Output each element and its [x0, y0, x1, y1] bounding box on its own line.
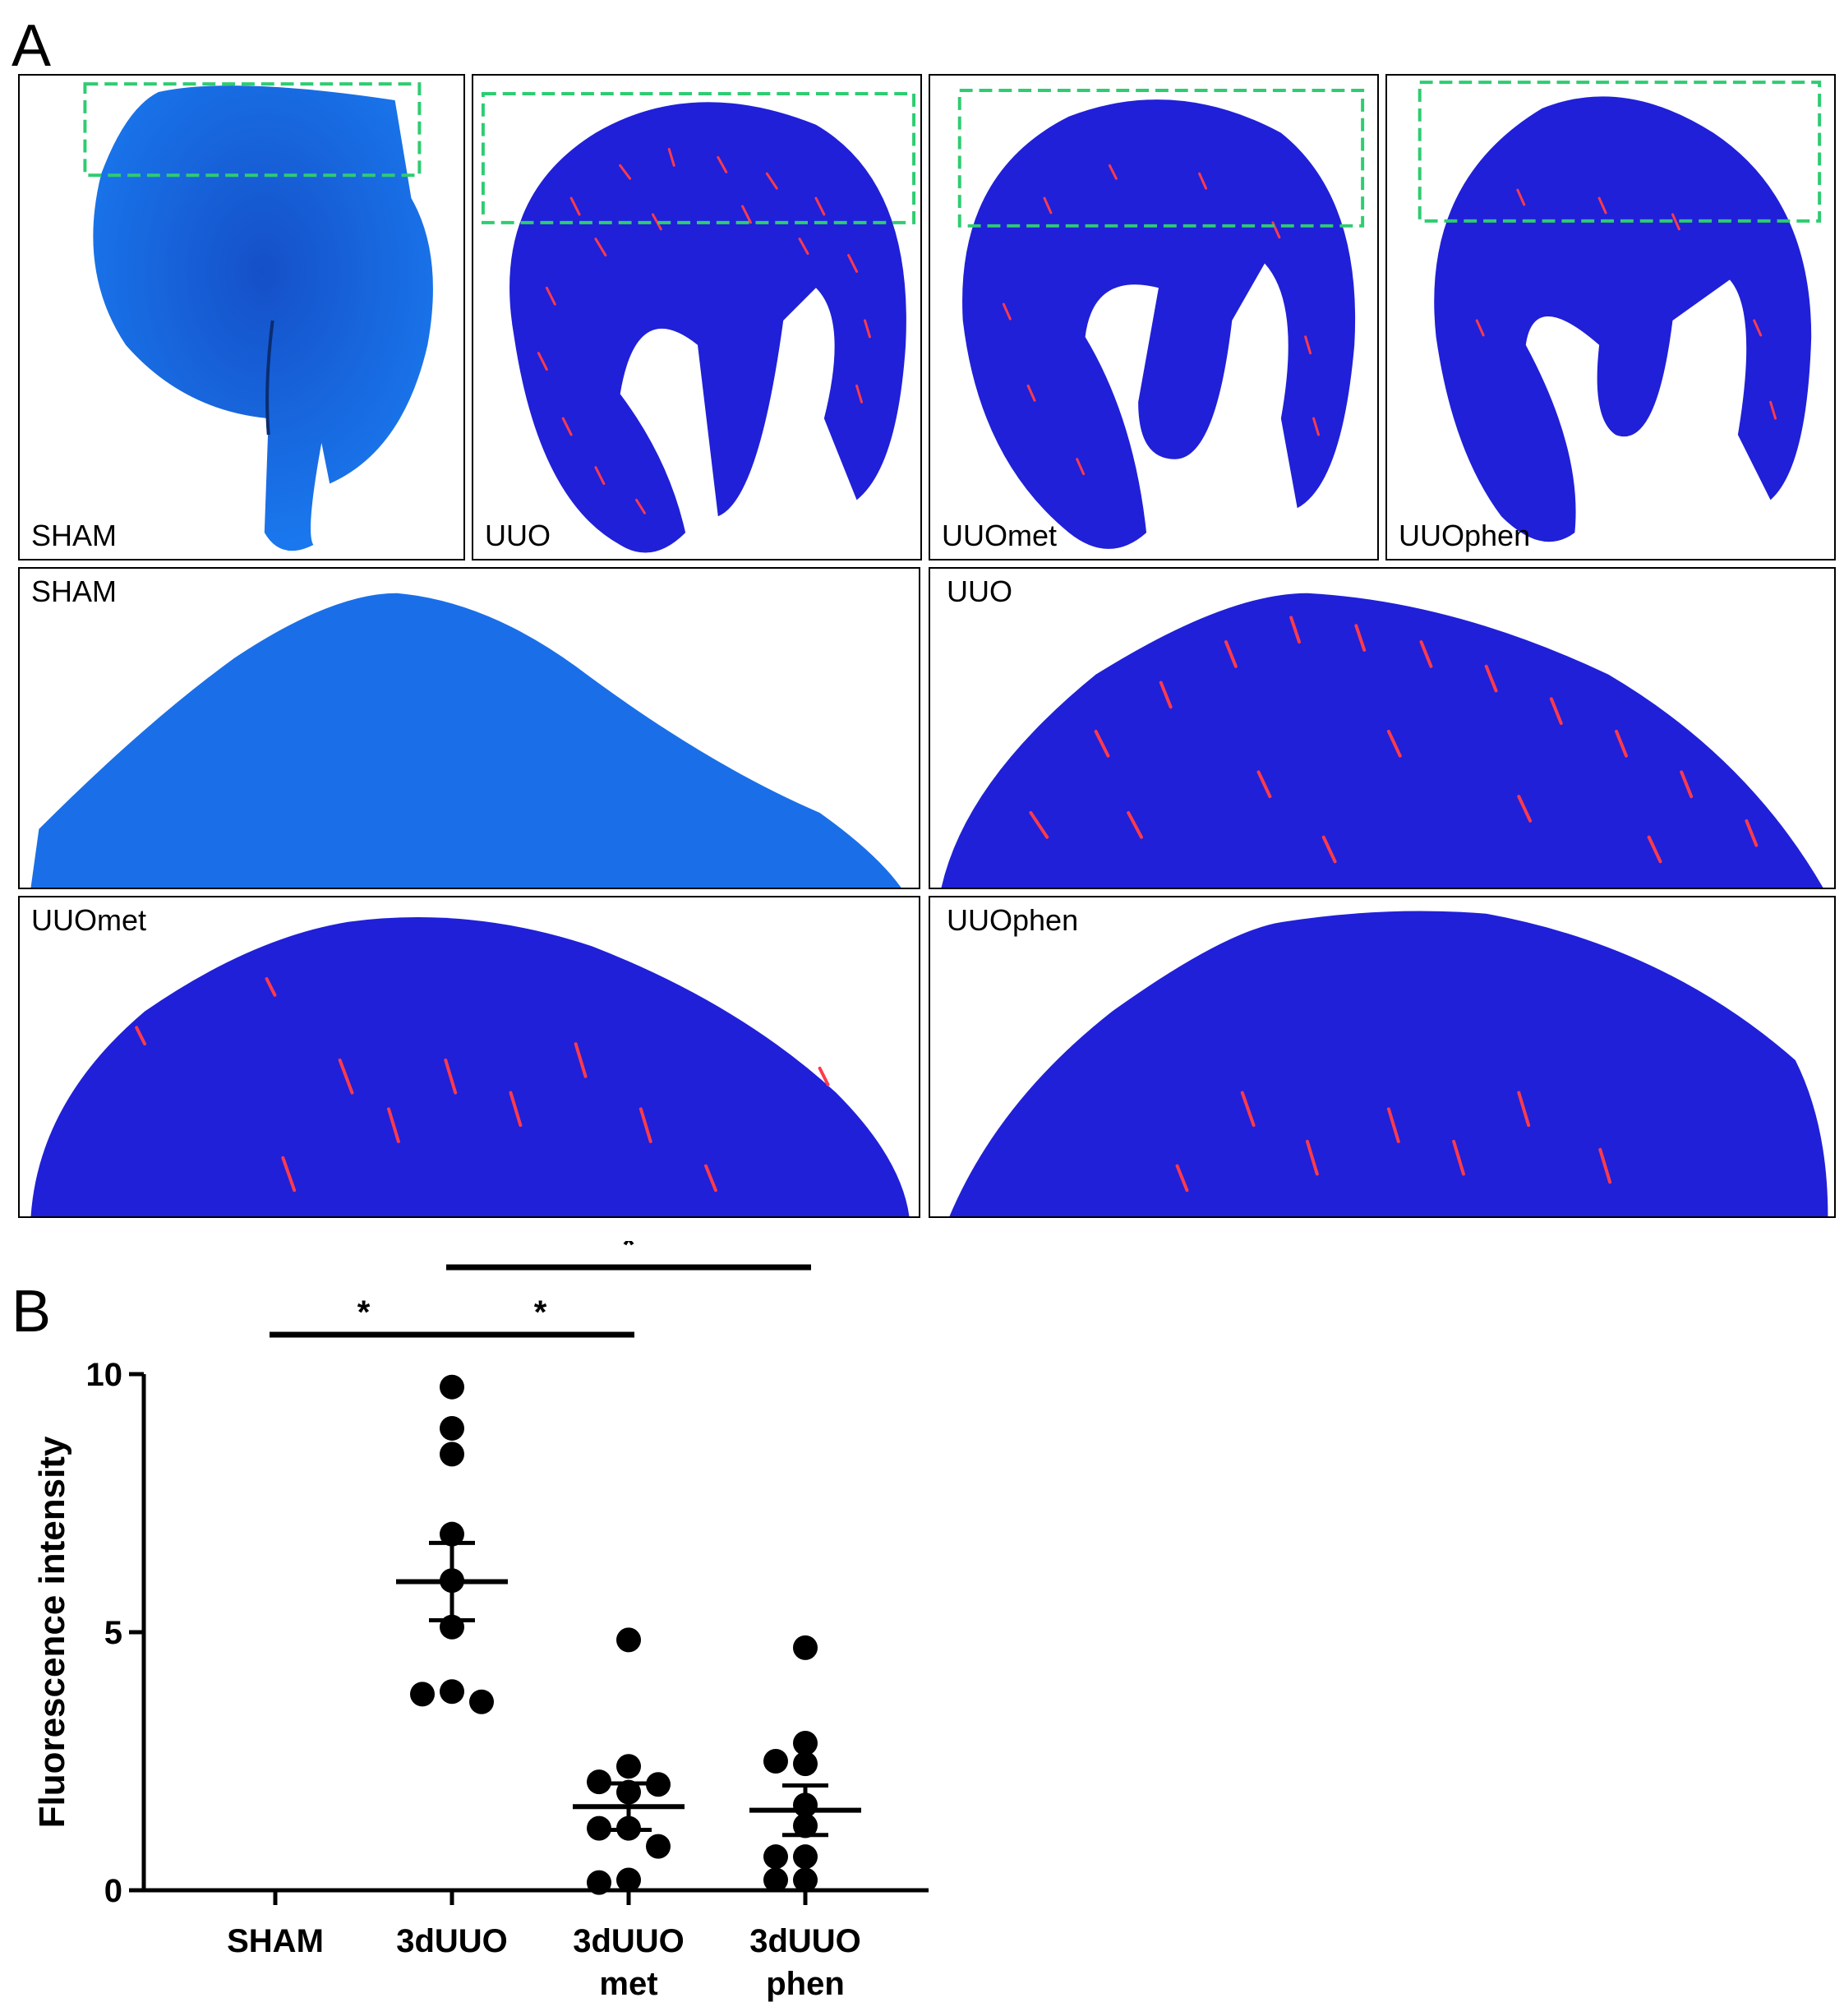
zoom-label-uuomet: UUOmet	[31, 903, 147, 937]
y-tick-label: 0	[104, 1873, 122, 1909]
signal-marks-uuophen	[1475, 188, 1777, 420]
data-point	[616, 1754, 641, 1779]
cortex-zoom-uuo	[941, 593, 1823, 888]
overview-label-uuophen: UUOphen	[1399, 519, 1531, 552]
zoom-tile-sham: SHAM	[18, 567, 920, 889]
data-point	[616, 1867, 641, 1893]
y-axis-label: Fluorescence intensity	[32, 1436, 72, 1828]
signal-marks-uuo	[537, 148, 871, 514]
data-point	[587, 1815, 611, 1841]
y-tick-label: 5	[104, 1615, 122, 1651]
zoom-tile-uuophen: UUOphen	[929, 896, 1836, 1218]
significance-star: *	[622, 1241, 635, 1263]
x-tick-label: met	[599, 1966, 657, 2002]
data-point	[763, 1844, 788, 1870]
data-point	[440, 1442, 464, 1467]
zoom-tile-uuomet: UUOmet	[18, 896, 920, 1218]
overview-label-uuomet: UUOmet	[942, 519, 1058, 552]
zoom-tile-uuo: UUO	[929, 567, 1836, 889]
overview-tile-sham: SHAM	[18, 74, 465, 561]
data-point	[793, 1731, 818, 1756]
signal-marks-zoom-uuomet	[135, 977, 830, 1193]
data-point	[763, 1867, 788, 1893]
data-point	[587, 1769, 611, 1795]
x-tick-label: 3dUUO	[573, 1923, 685, 1959]
scatter-chart: 0 5 10 SHAM 3dUUO 3dUUO met 3dUUO phen Fluorescen…	[32, 1241, 929, 2002]
signal-marks-zoom-uuo	[1029, 616, 1759, 864]
kidney-section-uuophen	[1418, 81, 1822, 542]
data-point	[763, 1749, 788, 1774]
chart-marks	[270, 1264, 861, 1895]
signal-marks-uuomet	[1002, 164, 1321, 476]
panel-a-letter: A	[12, 13, 52, 79]
overview-label-uuo: UUO	[485, 519, 551, 552]
data-point	[646, 1772, 671, 1797]
kidney-section-uuomet	[957, 89, 1365, 549]
data-point	[793, 1751, 818, 1777]
cortex-zoom-sham	[30, 593, 901, 888]
x-tick-label: SHAM	[227, 1923, 324, 1959]
data-point	[587, 1870, 611, 1895]
overview-tile-uuo: UUO	[472, 74, 922, 561]
zoom-label-uuophen: UUOphen	[947, 903, 1079, 937]
chart-labels: 0 5 10 SHAM 3dUUO 3dUUO met 3dUUO phen Fluorescen…	[32, 1241, 861, 2002]
y-tick-label: 10	[86, 1357, 123, 1393]
x-tick-label: 3dUUO	[396, 1923, 508, 1959]
chart-axes	[129, 1372, 929, 1905]
data-point	[793, 1867, 818, 1893]
overview-tile-uuophen: UUOphen	[1385, 74, 1836, 561]
significance-star: *	[357, 1294, 371, 1331]
data-point	[616, 1627, 641, 1653]
overview-label-sham: SHAM	[31, 519, 118, 552]
data-point	[793, 1844, 818, 1870]
x-tick-label: 3dUUO	[749, 1923, 861, 1959]
zoom-label-uuo: UUO	[947, 574, 1012, 608]
data-point	[793, 1635, 818, 1660]
significance-star: *	[534, 1294, 547, 1331]
cortex-zoom-uuomet	[30, 917, 910, 1216]
signal-marks-zoom-uuophen	[1175, 1091, 1612, 1193]
data-point	[646, 1834, 671, 1859]
x-tick-label: phen	[766, 1966, 845, 2002]
kidney-section-uuo	[481, 92, 916, 553]
zoom-label-sham: SHAM	[31, 574, 118, 608]
data-point	[440, 1679, 464, 1705]
data-point	[440, 1415, 464, 1441]
overview-tile-uuomet: UUOmet	[929, 74, 1379, 561]
cortex-zoom-uuophen	[949, 911, 1828, 1216]
kidney-section-sham	[83, 82, 433, 551]
data-point	[440, 1374, 464, 1400]
data-point	[469, 1689, 494, 1714]
data-point	[440, 1521, 464, 1547]
panel-b-letter: B	[12, 1279, 52, 1345]
data-point	[410, 1682, 435, 1707]
